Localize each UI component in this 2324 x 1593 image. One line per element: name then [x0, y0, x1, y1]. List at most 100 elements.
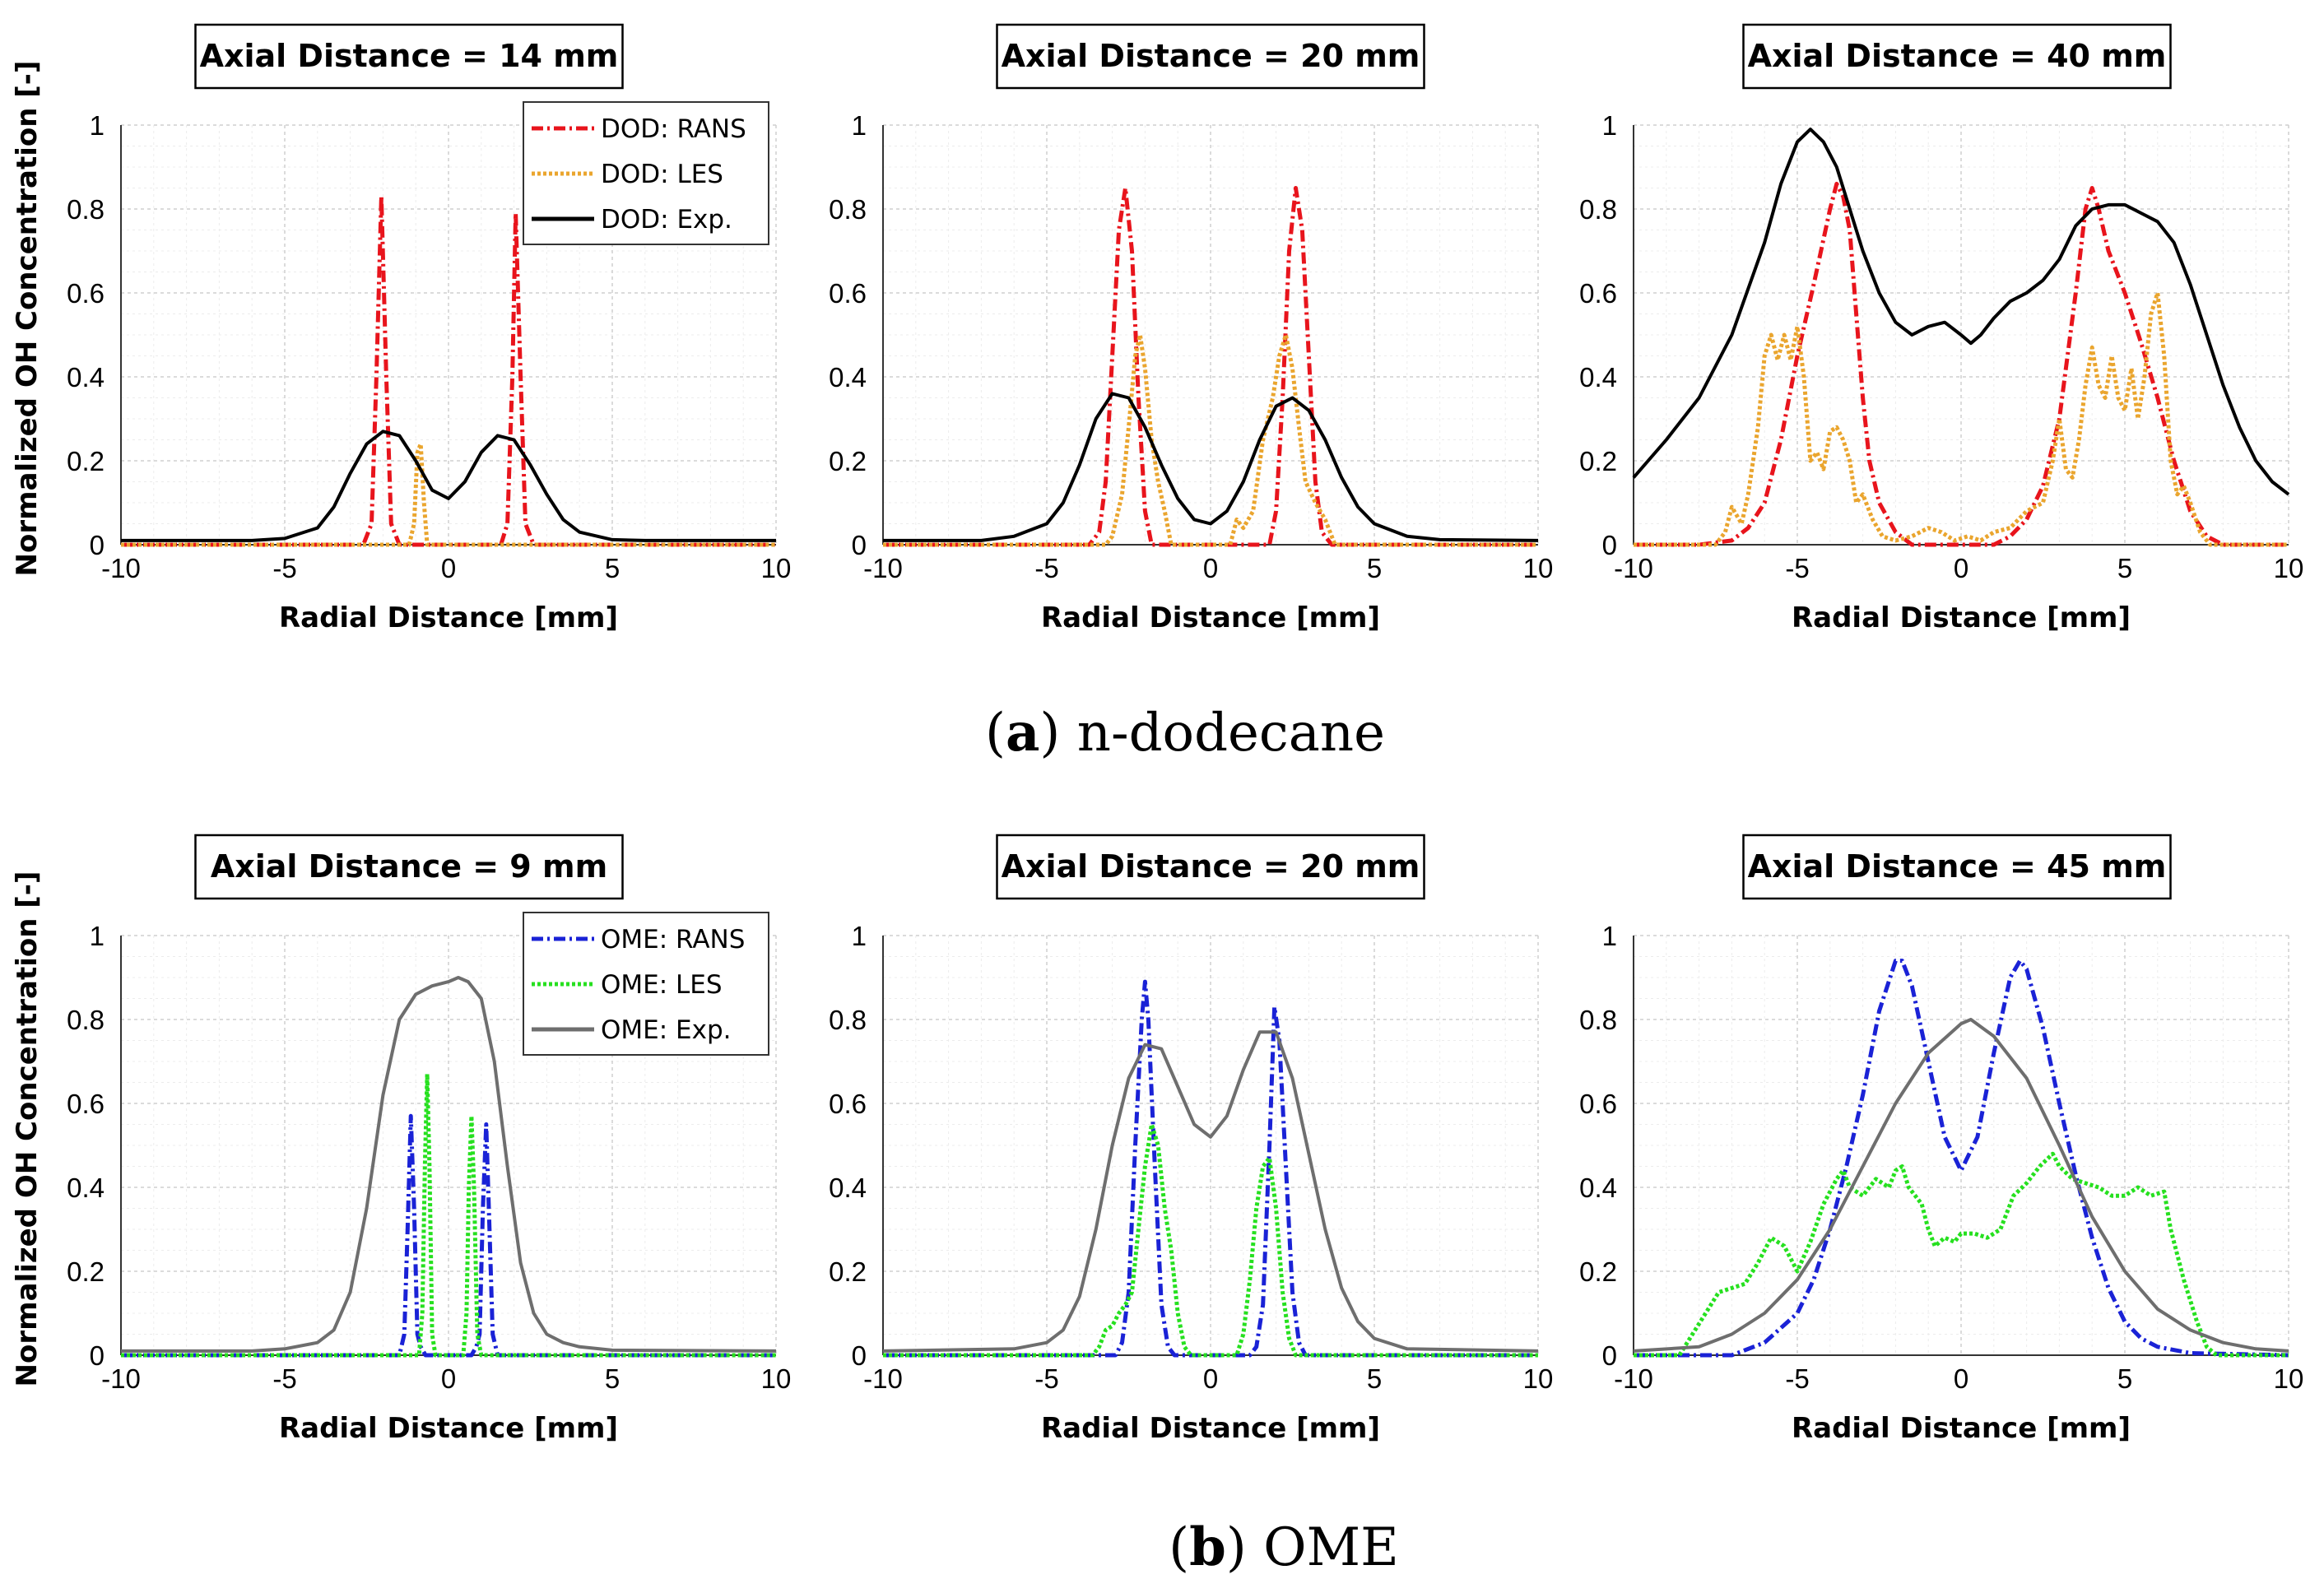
series-line-ome-les: [883, 1122, 1538, 1358]
y-tick-label: 0.6: [1579, 278, 1617, 309]
chart-panel-2: -10 -5 0 5 10 0 0.2 0.4 0.6 0.8 1 Axial Distance = …: [1579, 23, 2304, 634]
y-tick-label: 0.4: [1579, 362, 1617, 392]
chart-title: Axial Distance = 45 mm: [1748, 848, 2167, 885]
chart-title: Axial Distance = 20 mm: [1002, 38, 1420, 74]
legend-label: OME: LES: [601, 970, 723, 1000]
y-tick-label: 0: [852, 530, 867, 560]
x-tick-label: -5: [1785, 553, 1809, 583]
x-tick-label: 5: [605, 553, 620, 583]
x-tick-label: 0: [441, 1363, 456, 1394]
series-line-ome-rans: [883, 979, 1538, 1358]
x-tick-label: 5: [1367, 553, 1382, 583]
chart-panel-3: -10 -5 0 5 10 0 0.2 0.4 0.6 0.8 1 Axial Distance = …: [11, 834, 792, 1445]
chart-title-box: [194, 23, 624, 90]
x-tick-label: 0: [1203, 553, 1218, 583]
y-tick-label: 1: [90, 921, 105, 951]
x-tick-label: 5: [2117, 1363, 2132, 1394]
series-line-dod-rans: [121, 194, 776, 547]
x-tick-label: -5: [272, 553, 296, 583]
chart-title: Axial Distance = 40 mm: [1748, 38, 2167, 74]
x-tick-label: -10: [101, 1363, 141, 1394]
y-tick-label: 0.8: [67, 1005, 105, 1035]
chart-panel-5: -10 -5 0 5 10 0 0.2 0.4 0.6 0.8 1 Axial Distance = …: [1579, 834, 2303, 1445]
chart-title-box: [194, 834, 624, 900]
x-tick-label: -10: [101, 553, 141, 583]
x-tick-label: 0: [1203, 1363, 1218, 1394]
x-tick-label: -5: [1034, 1363, 1058, 1394]
y-tick-label: 1: [1602, 921, 1617, 951]
caption-a-letter: a: [1006, 702, 1039, 764]
x-tick-label: -5: [1785, 1363, 1809, 1394]
series-line-dod-exp: [121, 430, 776, 542]
y-tick-label: 0.4: [1579, 1173, 1617, 1203]
y-axis-label: Normalized OH Concentration [-]: [11, 61, 44, 577]
y-tick-label: 0.4: [829, 1173, 867, 1203]
y-tick-label: 0.6: [67, 1089, 105, 1119]
chart-title-box: [996, 834, 1425, 900]
x-axis-label: Radial Distance [mm]: [1792, 601, 2131, 634]
legend-label: OME: RANS: [601, 925, 745, 954]
y-tick-label: 0: [852, 1340, 867, 1371]
y-tick-label: 0.8: [829, 194, 867, 225]
chart-panel-4: -10 -5 0 5 10 0 0.2 0.4 0.6 0.8 1 Axial Distance = …: [829, 834, 1553, 1445]
x-tick-label: -10: [1614, 1363, 1653, 1394]
chart-title-box: [1742, 834, 2172, 900]
x-tick-label: 0: [1954, 553, 1968, 583]
x-axis-label: Radial Distance [mm]: [1792, 1412, 2131, 1445]
y-tick-label: 0: [90, 530, 105, 560]
y-tick-label: 0.8: [1579, 194, 1617, 225]
y-tick-label: 0.2: [1579, 1256, 1617, 1287]
x-tick-label: 5: [1367, 1363, 1382, 1394]
series-line-dod-exp: [1632, 128, 2290, 496]
y-tick-label: 0.2: [829, 1256, 867, 1287]
y-tick-label: 0: [90, 1340, 105, 1371]
series-line-dod-rans: [1634, 181, 2289, 547]
y-tick-label: 0.6: [1579, 1089, 1617, 1119]
y-tick-label: 0.8: [829, 1005, 867, 1035]
caption-b: (b) OME: [1169, 1516, 1399, 1578]
x-tick-label: 0: [1954, 1363, 1968, 1394]
legend-label: DOD: Exp.: [601, 205, 732, 235]
chart-title-box: [1742, 23, 2172, 90]
y-tick-label: 0.2: [1579, 446, 1617, 476]
caption-b-text: ) OME: [1226, 1517, 1399, 1578]
caption-b-open: (: [1169, 1517, 1189, 1578]
y-tick-label: 1: [852, 110, 867, 141]
x-tick-label: 5: [605, 1363, 620, 1394]
caption-a-open: (: [985, 703, 1006, 764]
series-line-ome-les: [1634, 1151, 2289, 1358]
chart-title: Axial Distance = 14 mm: [200, 38, 619, 74]
x-tick-label: 10: [1523, 553, 1554, 583]
caption-a: (a) n-dodecane: [985, 702, 1385, 764]
y-tick-label: 1: [1602, 110, 1617, 141]
x-tick-label: -10: [1614, 553, 1653, 583]
x-tick-label: 10: [761, 553, 792, 583]
chart-title: Axial Distance = 9 mm: [211, 848, 607, 885]
x-tick-label: -10: [863, 1363, 903, 1394]
x-tick-label: 10: [2274, 553, 2304, 583]
chart-title-box: [996, 23, 1425, 90]
legend: OME: RANS OME: LES OME: Exp.: [523, 912, 769, 1056]
x-axis-label: Radial Distance [mm]: [279, 1412, 618, 1445]
legend: DOD: RANS DOD: LES DOD: Exp.: [523, 101, 769, 245]
y-tick-label: 0.8: [1579, 1005, 1617, 1035]
series-line-ome-exp: [121, 976, 777, 1353]
y-tick-label: 0.4: [829, 362, 867, 392]
series-line-ome-exp: [882, 1030, 1539, 1353]
y-tick-label: 0.4: [67, 362, 105, 392]
x-tick-label: 0: [441, 553, 456, 583]
y-tick-label: 1: [852, 921, 867, 951]
x-tick-label: -5: [272, 1363, 296, 1394]
legend-label: OME: Exp.: [601, 1015, 732, 1045]
series-line-ome-rans: [121, 1113, 776, 1358]
x-tick-label: 5: [2117, 553, 2132, 583]
y-tick-label: 0.2: [67, 446, 105, 476]
series-line-ome-exp: [1633, 1018, 2289, 1353]
chart-panel-0: -10 -5 0 5 10 0 0.2 0.4 0.6 0.8 1 Axial Distance = …: [11, 23, 792, 634]
y-tick-label: 0.8: [67, 194, 105, 225]
x-tick-label: 10: [761, 1363, 792, 1394]
x-axis-label: Radial Distance [mm]: [279, 601, 618, 634]
chart-panel-1: -10 -5 0 5 10 0 0.2 0.4 0.6 0.8 1 Axial Distance = …: [829, 23, 1554, 634]
y-tick-label: 0.6: [67, 278, 105, 309]
